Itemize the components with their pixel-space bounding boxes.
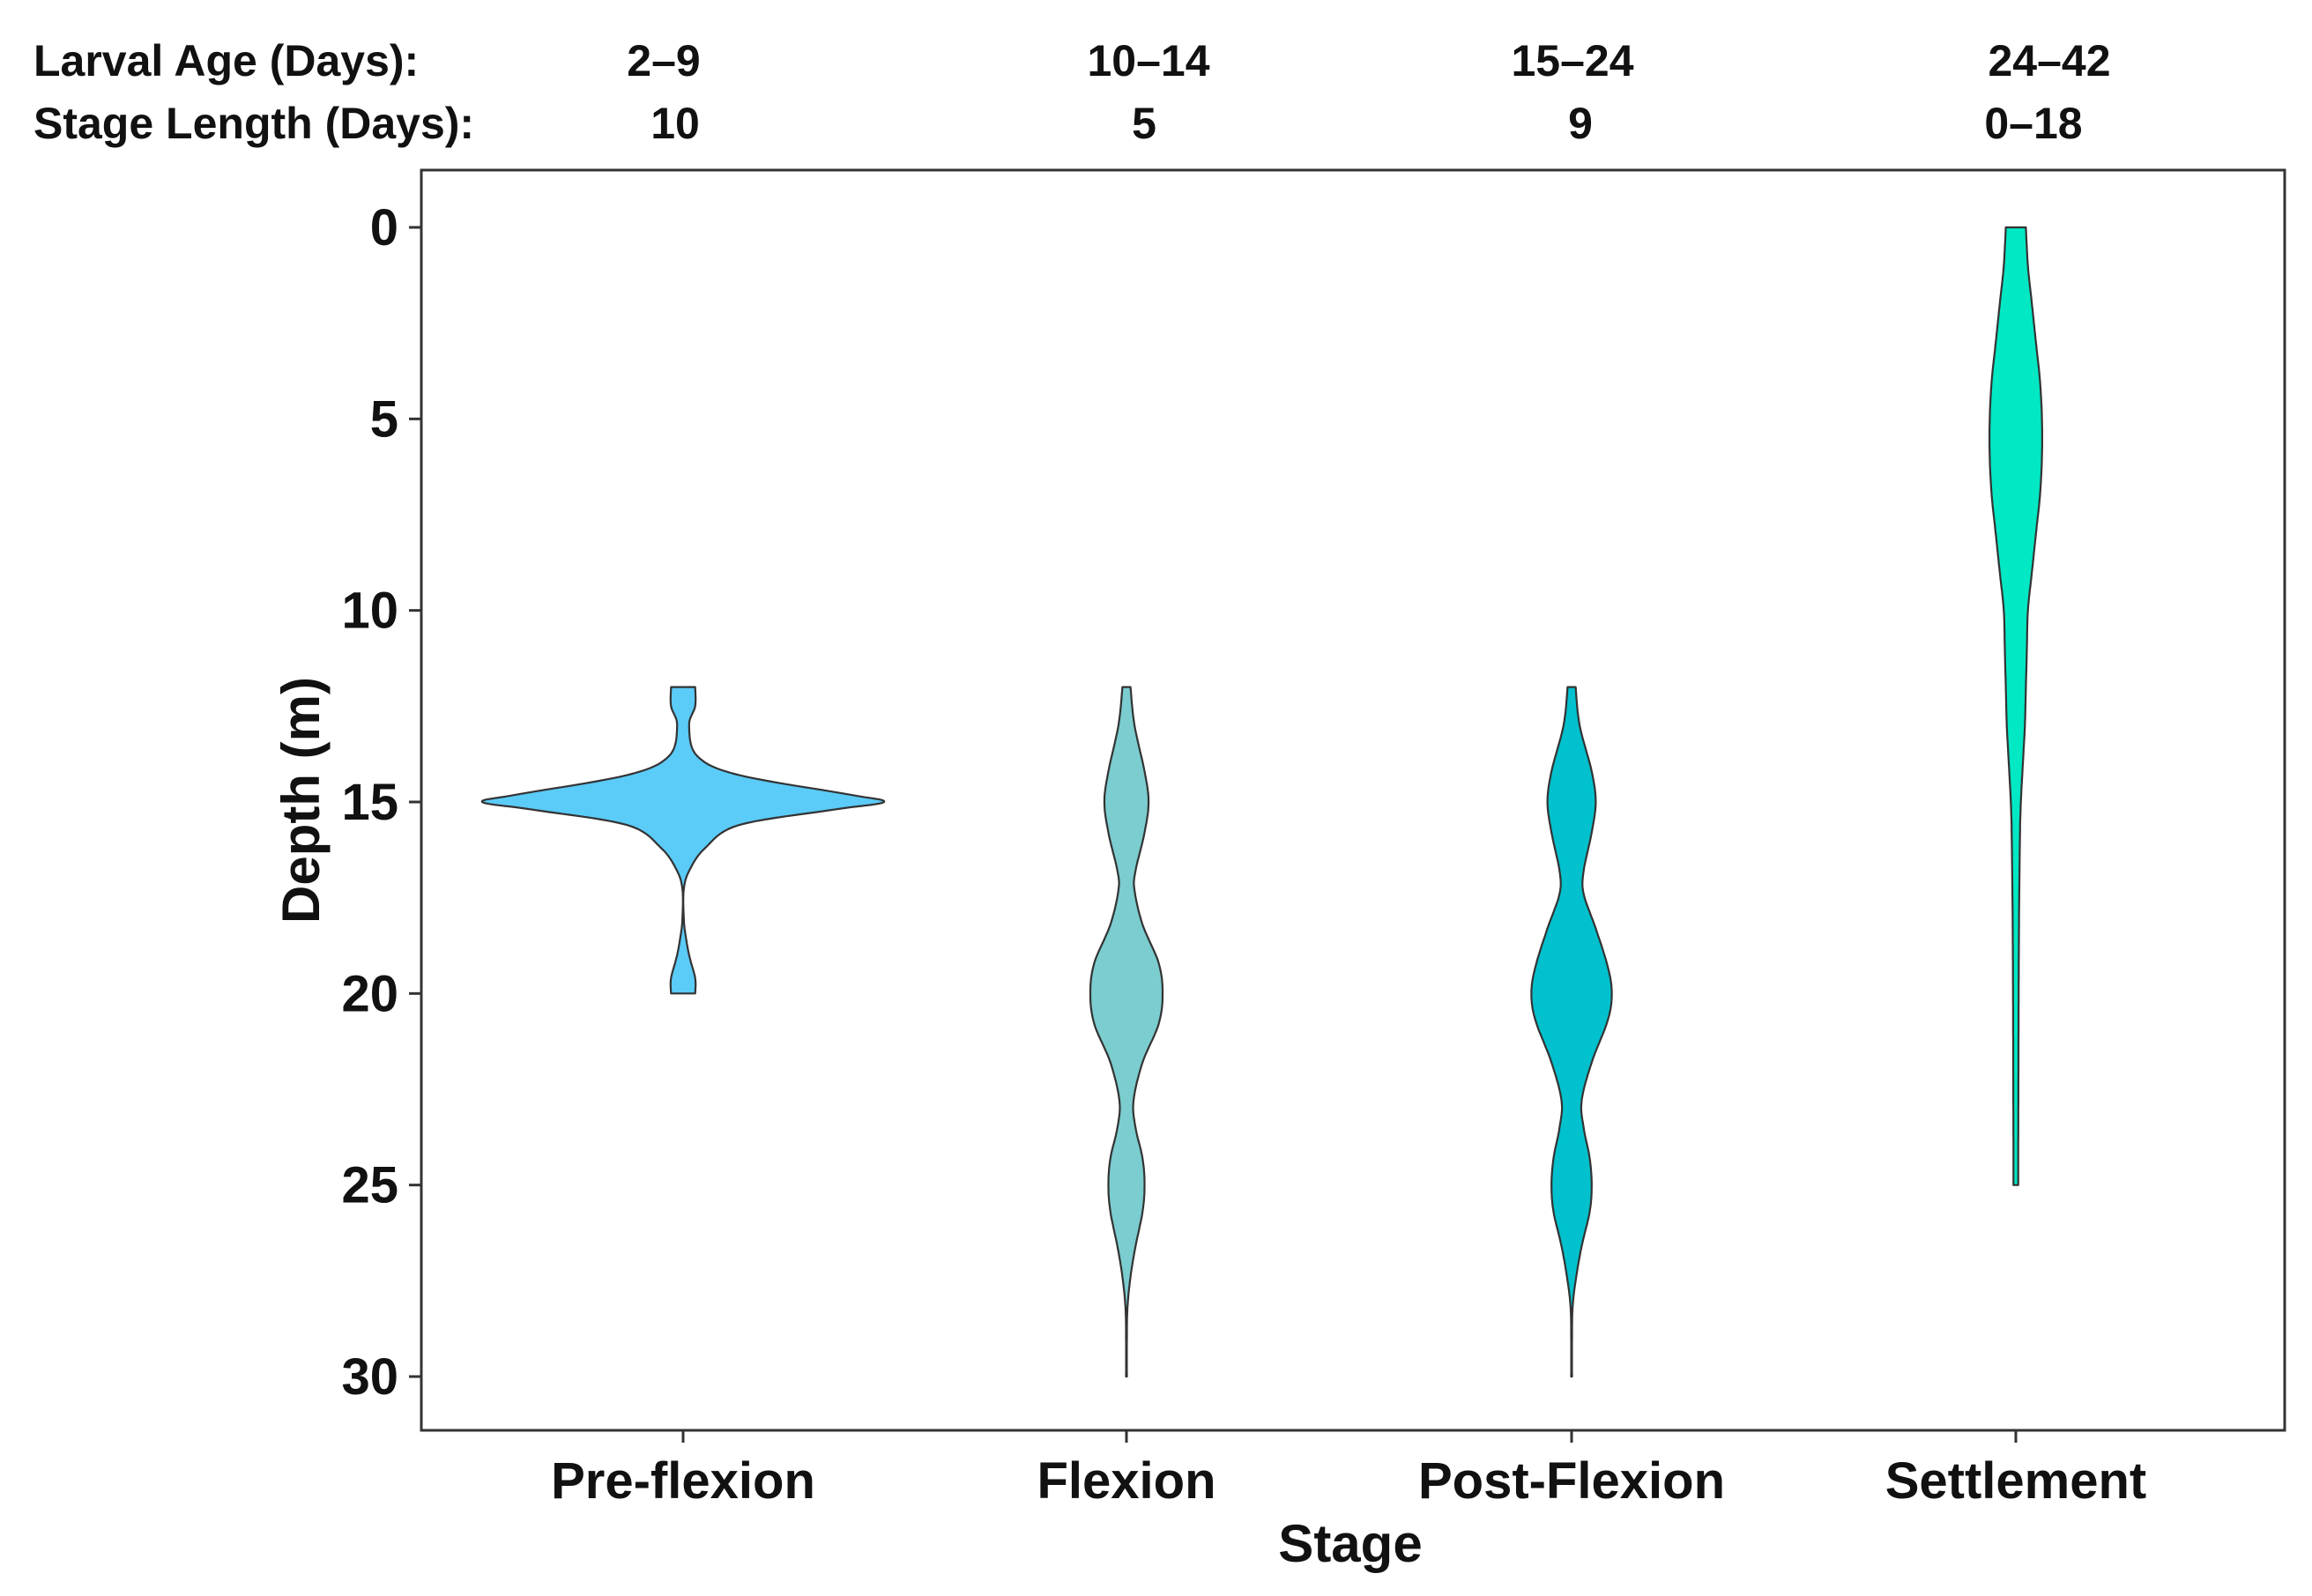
larval-age-postflexion: 15–24 xyxy=(1511,36,1633,85)
x-axis-title: Stage xyxy=(1278,1514,1422,1573)
x-tick-label: Pre-flexion xyxy=(551,1452,815,1510)
violin-pre-flexion xyxy=(480,686,886,995)
larval-age-preflexion: 2–9 xyxy=(627,36,700,85)
y-tick-label: 15 xyxy=(341,774,398,831)
x-tick-label: Settlement xyxy=(1885,1452,2147,1510)
y-tick-label: 10 xyxy=(341,583,398,640)
stage-info-header: Larval Age (Days): Stage Length (Days): … xyxy=(33,36,2111,148)
y-axis: 0 5 10 15 20 25 30 xyxy=(341,199,421,1406)
y-tick-label: 0 xyxy=(370,199,398,256)
larval-age-flexion: 10–14 xyxy=(1087,36,1209,85)
stage-length-postflexion: 9 xyxy=(1568,99,1593,148)
y-tick-label: 25 xyxy=(341,1157,398,1214)
stage-length-settlement: 0–18 xyxy=(1984,99,2082,148)
y-tick-label: 20 xyxy=(341,965,398,1022)
violin-flexion xyxy=(1089,686,1164,1378)
y-axis-title: Depth (m) xyxy=(271,677,331,924)
violin-post-flexion xyxy=(1530,686,1613,1378)
stage-length-label: Stage Length (Days): xyxy=(33,99,474,148)
x-tick-label: Post-Flexion xyxy=(1418,1452,1725,1510)
larval-age-settlement: 24–42 xyxy=(1988,36,2110,85)
x-tick-label: Flexion xyxy=(1037,1452,1215,1510)
x-axis: Pre-flexion Flexion Post-Flexion Settlement xyxy=(551,1430,2146,1510)
y-tick-label: 5 xyxy=(370,390,398,448)
violins-layer xyxy=(480,226,2043,1378)
larval-age-label: Larval Age (Days): xyxy=(33,36,419,85)
stage-length-flexion: 5 xyxy=(1132,99,1156,148)
y-tick-label: 30 xyxy=(341,1348,398,1406)
stage-length-preflexion: 10 xyxy=(650,99,700,148)
violin-settlement xyxy=(1989,226,2043,1186)
